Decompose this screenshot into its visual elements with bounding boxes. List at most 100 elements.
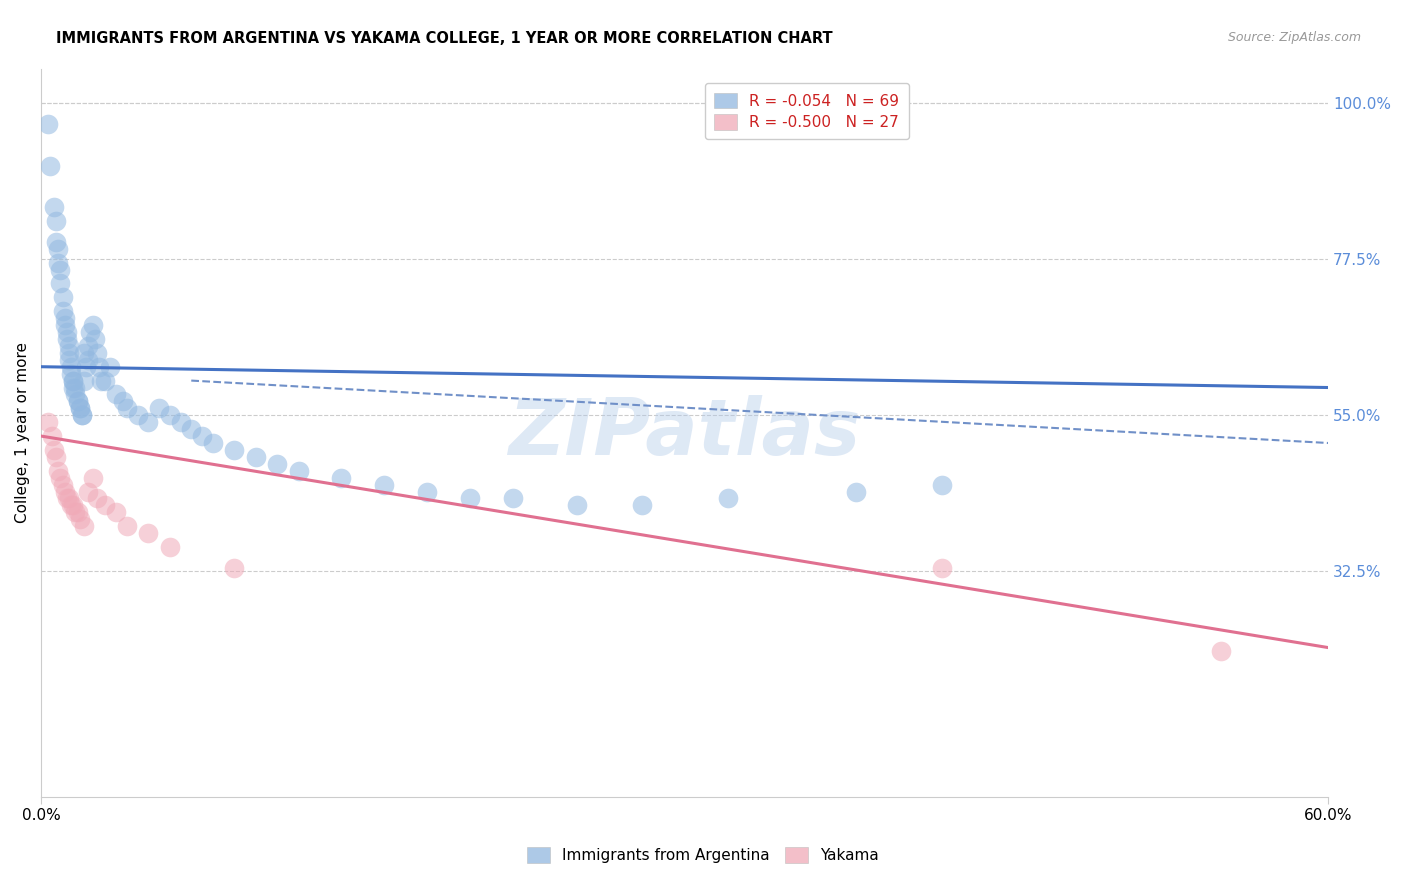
Point: [60, 499, 83, 513]
Point: [266, 457, 288, 471]
Point: [69, 512, 91, 526]
Text: Source: ZipAtlas.com: Source: ZipAtlas.com: [1227, 31, 1361, 45]
Point: [458, 491, 481, 506]
Point: [45, 450, 67, 464]
Point: [502, 491, 524, 506]
Point: [94, 499, 117, 513]
Point: [42, 200, 65, 214]
Point: [58, 352, 80, 367]
Point: [567, 499, 589, 513]
Point: [49, 471, 72, 485]
Point: [51, 304, 73, 318]
Point: [77, 339, 100, 353]
Point: [224, 442, 246, 457]
Point: [51, 477, 73, 491]
Point: [373, 477, 395, 491]
Point: [159, 409, 181, 423]
Point: [53, 311, 76, 326]
Point: [56, 332, 79, 346]
Point: [65, 380, 87, 394]
Point: [180, 422, 202, 436]
Point: [70, 409, 93, 423]
Point: [98, 359, 121, 374]
Legend: Immigrants from Argentina, Yakama: Immigrants from Argentina, Yakama: [519, 839, 887, 871]
Point: [58, 339, 80, 353]
Point: [41, 429, 63, 443]
Point: [46, 256, 69, 270]
Point: [46, 242, 69, 256]
Point: [287, 464, 309, 478]
Point: [127, 409, 149, 423]
Point: [330, 471, 353, 485]
Point: [60, 367, 83, 381]
Point: [62, 374, 84, 388]
Point: [201, 436, 224, 450]
Point: [65, 505, 87, 519]
Y-axis label: College, 1 year or more: College, 1 year or more: [15, 343, 30, 523]
Point: [66, 505, 89, 519]
Point: [87, 359, 110, 374]
Point: [46, 464, 69, 478]
Point: [82, 471, 104, 485]
Point: [245, 450, 267, 464]
Point: [66, 394, 89, 409]
Legend: R = -0.054   N = 69, R = -0.500   N = 27: R = -0.054 N = 69, R = -0.500 N = 27: [706, 84, 908, 139]
Point: [148, 401, 170, 416]
Point: [56, 325, 79, 339]
Point: [115, 519, 138, 533]
Point: [94, 374, 117, 388]
Point: [224, 561, 246, 575]
Point: [845, 484, 868, 499]
Point: [111, 394, 134, 409]
Point: [62, 380, 84, 394]
Point: [77, 352, 100, 367]
Point: [65, 387, 87, 401]
Point: [62, 499, 84, 513]
Point: [75, 359, 97, 374]
Point: [416, 484, 439, 499]
Point: [138, 415, 160, 429]
Point: [45, 235, 67, 249]
Point: [77, 484, 100, 499]
Point: [73, 374, 96, 388]
Point: [53, 484, 76, 499]
Point: [138, 526, 160, 541]
Point: [62, 374, 84, 388]
Point: [53, 318, 76, 332]
Point: [159, 540, 181, 554]
Point: [37, 415, 59, 429]
Point: [69, 401, 91, 416]
Point: [105, 387, 128, 401]
Point: [45, 214, 67, 228]
Point: [79, 325, 101, 339]
Point: [115, 401, 138, 416]
Point: [42, 442, 65, 457]
Point: [73, 346, 96, 360]
Point: [169, 415, 191, 429]
Point: [86, 346, 108, 360]
Point: [58, 346, 80, 360]
Point: [73, 519, 96, 533]
Point: [82, 318, 104, 332]
Point: [37, 117, 59, 131]
Point: [630, 499, 652, 513]
Text: ZIPatlas: ZIPatlas: [509, 394, 860, 471]
Point: [56, 491, 79, 506]
Point: [105, 505, 128, 519]
Point: [49, 262, 72, 277]
Point: [49, 277, 72, 291]
Point: [716, 491, 738, 506]
Point: [83, 332, 105, 346]
Point: [60, 359, 83, 374]
Point: [58, 491, 80, 506]
Point: [70, 409, 93, 423]
Point: [86, 491, 108, 506]
Point: [90, 374, 112, 388]
Point: [1209, 644, 1232, 658]
Point: [51, 290, 73, 304]
Point: [38, 159, 60, 173]
Point: [931, 477, 953, 491]
Point: [69, 401, 91, 416]
Point: [66, 394, 89, 409]
Point: [191, 429, 214, 443]
